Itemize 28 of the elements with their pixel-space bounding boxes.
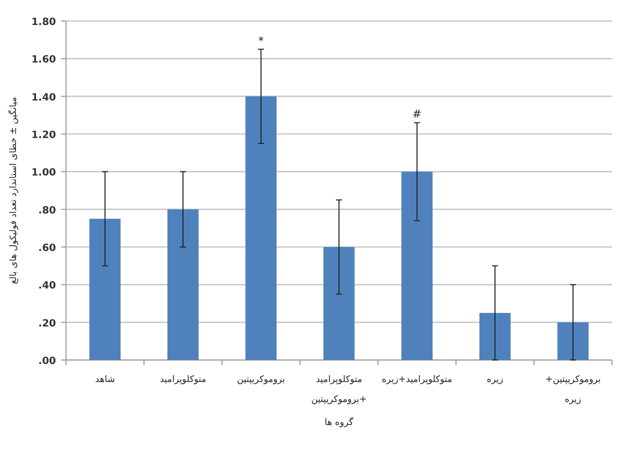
y-tick-label: .20: [38, 318, 56, 330]
x-tick-label: متوکلوپرامید+زیره: [382, 375, 452, 385]
bar: [557, 322, 589, 360]
bar: [89, 218, 121, 360]
x-tick-label: زیره: [486, 375, 504, 385]
y-tick-label: 1.00: [31, 168, 56, 179]
x-tick-label: شاهد: [95, 375, 115, 385]
x-tick-label: متوکلوپرامید: [160, 375, 206, 385]
y-axis-title: میانگین ± خطای استاندارد تعداد فولیکول های بالغ: [7, 96, 19, 284]
annotation: #: [412, 108, 422, 121]
y-tick-label: 1.20: [31, 130, 56, 141]
y-tick-label: 1.80: [31, 17, 56, 28]
y-tick-label: 1.40: [31, 92, 56, 104]
bar: [323, 247, 355, 360]
y-tick-label: .00: [38, 356, 56, 367]
bar: [167, 209, 199, 360]
x-tick-label: متوکلوپرامید +بروموکریپتین: [311, 375, 367, 405]
x-tick-label: بروموکریپتین+ زیره: [545, 375, 601, 405]
y-tick-label: .80: [38, 205, 56, 216]
bar: [401, 172, 433, 360]
x-axis-title: گروه ها: [324, 416, 354, 428]
x-tick-label: بروموکریپتین: [236, 375, 286, 385]
annotation: *: [258, 34, 264, 48]
y-tick-label: .60: [38, 243, 56, 254]
y-tick-label: .40: [38, 280, 56, 292]
y-tick-label: 1.60: [31, 54, 56, 66]
bar: [245, 96, 277, 360]
bar: [479, 312, 511, 360]
